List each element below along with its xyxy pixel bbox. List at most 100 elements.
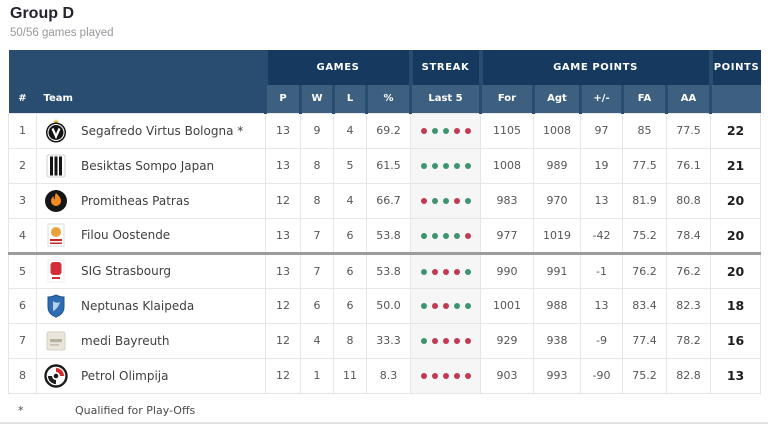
- team-cell[interactable]: Segafredo Virtus Bologna *: [36, 112, 266, 149]
- group-header-spacer: [8, 50, 266, 85]
- table-body: 1 Segafredo Virtus Bologna * 13 9 4 69.2…: [8, 112, 762, 394]
- win-dot: [442, 232, 449, 239]
- column-header-rank: #: [8, 85, 37, 113]
- besiktas-logo: [44, 154, 68, 178]
- rank-cell: 7: [8, 322, 37, 359]
- against-cell: 970: [533, 182, 581, 219]
- virtus-bologna-logo: [44, 118, 68, 143]
- for-cell: 990: [480, 252, 534, 289]
- loss-dot: [420, 128, 427, 134]
- points-cell: 20: [710, 252, 762, 289]
- loss-dot: [442, 373, 449, 379]
- points-cell: 22: [710, 112, 762, 149]
- played-cell: 13: [265, 147, 301, 184]
- wins-cell: 7: [300, 217, 334, 255]
- win-dot: [453, 163, 460, 169]
- table-header: GAMES STREAK GAME POINTS POINTS # Team P…: [8, 50, 761, 113]
- played-cell: 13: [265, 112, 301, 149]
- team-cell[interactable]: Besiktas Sompo Japan: [36, 147, 266, 184]
- fa-cell: 77.5: [622, 147, 667, 184]
- played-cell: 12: [265, 287, 301, 324]
- team-cell[interactable]: Promitheas Patras: [36, 182, 266, 219]
- pct-cell: 50.0: [366, 287, 411, 324]
- playoff-footnote: * Qualified for Play-Offs: [18, 404, 768, 417]
- team-cell[interactable]: SIG Strasbourg: [36, 252, 266, 289]
- losses-cell: 4: [333, 182, 367, 219]
- wins-cell: 7: [300, 252, 334, 289]
- column-header-points-blank: [709, 85, 761, 113]
- for-cell: 977: [480, 217, 534, 255]
- group-header-points: POINTS: [708, 50, 761, 85]
- aa-cell: 77.5: [665, 112, 712, 149]
- losses-cell: 5: [333, 147, 367, 184]
- losses-cell: 6: [333, 252, 367, 289]
- team-name: medi Bayreuth: [81, 333, 170, 348]
- points-cell: 20: [710, 217, 762, 255]
- column-header-last5: Last 5: [409, 85, 481, 113]
- rank-cell: 8: [8, 357, 37, 394]
- loss-dot: [431, 303, 438, 309]
- pct-cell: 66.7: [366, 182, 411, 219]
- team-cell[interactable]: Petrol Olimpija: [36, 357, 266, 394]
- table-row: 5 SIG Strasbourg 13 7 6 53.8 990 991 -1 …: [8, 252, 762, 289]
- pct-cell: 69.2: [366, 112, 411, 149]
- streak-cell: [410, 322, 481, 359]
- loss-dot: [453, 128, 460, 134]
- streak-cell: [410, 287, 481, 324]
- pct-cell: 53.8: [366, 252, 411, 289]
- group-header-games: GAMES: [263, 50, 411, 85]
- played-cell: 13: [265, 217, 301, 255]
- loss-dot: [453, 268, 460, 275]
- wins-cell: 8: [300, 182, 334, 219]
- against-cell: 991: [533, 252, 581, 289]
- played-cell: 12: [265, 357, 301, 394]
- diff-cell: 97: [580, 112, 623, 149]
- streak-cell: [410, 147, 481, 184]
- points-cell: 13: [710, 357, 762, 394]
- against-cell: 938: [533, 322, 581, 359]
- diff-cell: 19: [580, 147, 623, 184]
- win-dot: [453, 232, 460, 239]
- neptunas-logo: [44, 293, 68, 318]
- played-cell: 12: [265, 322, 301, 359]
- win-dot: [420, 232, 427, 239]
- for-cell: 1008: [480, 147, 534, 184]
- streak-cell: [410, 112, 481, 149]
- team-cell[interactable]: Filou Oostende: [36, 217, 266, 255]
- diff-cell: -90: [580, 357, 623, 394]
- rank-cell: 5: [8, 252, 37, 289]
- diff-cell: 13: [580, 182, 623, 219]
- wins-cell: 1: [300, 357, 334, 394]
- table-row-playoff-cutoff: 4 Filou Oostende 13 7 6 53.8 977 1019 -4…: [8, 217, 762, 255]
- loss-dot: [442, 303, 449, 309]
- table-row: 7 medi Bayreuth 12 4 8 33.3 929 938 -9 7…: [8, 322, 762, 359]
- against-cell: 1008: [533, 112, 581, 149]
- column-header-diff: +/-: [579, 85, 623, 113]
- for-cell: 1001: [480, 287, 534, 324]
- group-header-row: GAMES STREAK GAME POINTS POINTS: [8, 50, 761, 85]
- team-cell[interactable]: medi Bayreuth: [36, 322, 266, 359]
- points-cell: 21: [710, 147, 762, 184]
- loss-dot: [420, 198, 427, 204]
- rank-cell: 1: [8, 112, 37, 149]
- points-cell: 18: [710, 287, 762, 324]
- fa-cell: 76.2: [622, 252, 667, 289]
- losses-cell: 8: [333, 322, 367, 359]
- win-dot: [420, 303, 427, 309]
- aa-cell: 76.2: [665, 252, 712, 289]
- against-cell: 988: [533, 287, 581, 324]
- win-dot: [420, 268, 427, 275]
- strasbourg-logo: [44, 259, 68, 283]
- team-cell[interactable]: Neptunas Klaipeda: [36, 287, 266, 324]
- promitheas-logo: [44, 189, 68, 213]
- for-cell: 903: [480, 357, 534, 394]
- aa-cell: 78.2: [665, 322, 712, 359]
- page-title: Group D: [10, 5, 74, 22]
- aa-cell: 80.8: [665, 182, 712, 219]
- rank-cell: 4: [8, 217, 37, 255]
- column-header-for: For: [479, 85, 534, 113]
- loss-dot: [453, 373, 460, 379]
- table-row: 1 Segafredo Virtus Bologna * 13 9 4 69.2…: [8, 112, 762, 149]
- wins-cell: 9: [300, 112, 334, 149]
- wins-cell: 8: [300, 147, 334, 184]
